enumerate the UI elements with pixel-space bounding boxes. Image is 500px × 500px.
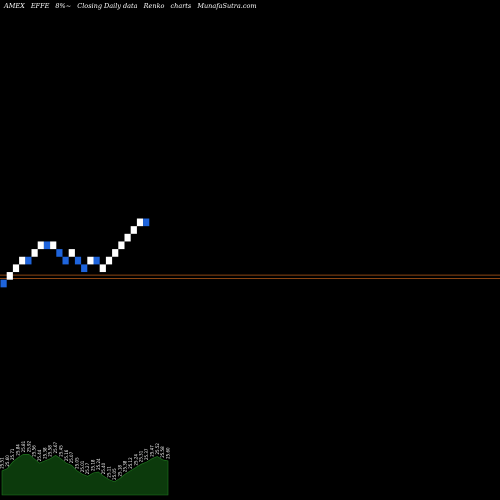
volume-value-label: 25.01 [80,460,85,472]
volume-value-label: 25.60 [166,447,171,459]
renko-brick-down [56,249,63,257]
volume-value-label: 25.40 [101,462,106,474]
renko-brick-up [87,256,94,265]
volume-value-label: 25.11 [107,466,112,478]
volume-value-label: 25.18 [91,459,96,471]
chart-kind-label: Renko [143,2,165,10]
volume-value-label: 25.44 [37,449,42,461]
renko-brick-down [62,256,69,265]
renko-brick-down [81,264,88,273]
volume-value-label: 25.51 [0,457,5,469]
volume-value-label: 25.60 [5,455,10,467]
volume-value-label: 25.27 [85,462,90,474]
renko-brick-up [6,272,13,280]
renko-brick-up [12,264,20,273]
renko-brick-up [19,256,26,265]
reference-lines [0,274,500,280]
volume-value-label: 25.56 [32,445,37,457]
volume-value-label: 25.84 [16,444,21,456]
volume-value-label: 25.24 [96,458,101,470]
volume-value-label: 25.81 [21,440,26,452]
volume-value-label: 25.38 [42,447,47,459]
renko-brick-down [43,241,51,250]
volume-value-label: 25.24 [133,454,138,466]
volume-area-path [1,454,169,496]
description-label: Closing Daily data [77,2,138,10]
site-label: MunafaSutra.com [197,2,257,10]
chart-header: AMEX EFFE 8%~ Closing Daily data Renko c… [4,2,261,10]
volume-value-label: 25.92 [26,440,31,452]
volume-value-label: 25.07 [69,451,74,463]
renko-brick-up [99,264,106,273]
renko-brick-up [50,241,57,250]
renko-brick-up [105,256,113,265]
volume-area [1,454,169,496]
renko-brick-up [31,249,38,257]
renko-brick-up [136,218,144,227]
volume-value-label: 25.58 [160,446,165,458]
volume-value-label: 25.47 [149,445,154,457]
volume-value-label: 25.05 [74,457,79,469]
volume-value-label: 25.31 [139,450,144,462]
renko-brick-down [74,256,82,265]
renko-brick-down [93,256,100,265]
volume-value-label: 25.71 [10,448,15,460]
renko-brick-down [0,279,7,288]
renko-brick-up [112,249,119,257]
renko-brick-up [68,249,75,257]
exchange-label: AMEX [4,2,25,10]
renko-bricks [0,218,150,288]
volume-value-label: 25.05 [112,468,117,480]
symbol-suffix-label: 8%~ [55,2,72,10]
volume-value-label: 25.67 [53,441,58,453]
volume-value-label: 25.58 [48,445,53,457]
renko-brick-up [130,226,137,234]
volume-value-label: 25.45 [58,445,63,457]
renko-brick-up [124,233,131,242]
volume-value-label: 25.12 [128,457,133,469]
renko-brick-down [25,256,32,265]
volume-value-label: 25.18 [117,465,122,477]
volume-value-label: 25.52 [155,443,160,455]
renko-brick-up [37,241,44,250]
renko-brick-up [118,241,125,250]
volume-value-label: 25.37 [144,448,149,460]
symbol-label: EFFE [30,2,50,10]
volume-value-label: 25.16 [64,449,69,461]
renko-brick-down [143,218,150,227]
volume-value-label: 25.38 [123,460,128,472]
charts-label: charts [170,2,192,10]
